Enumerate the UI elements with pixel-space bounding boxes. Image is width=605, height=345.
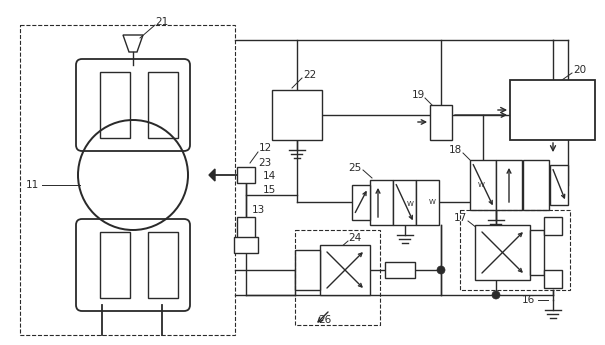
Circle shape [492, 291, 500, 299]
Bar [100, 232, 130, 298]
Bar [237, 167, 255, 183]
Bar [460, 210, 570, 290]
Bar [544, 217, 562, 235]
Text: 24: 24 [348, 233, 362, 243]
Bar [510, 80, 595, 140]
Bar [237, 217, 255, 239]
Bar [320, 245, 370, 295]
Text: W: W [477, 182, 485, 188]
Bar [550, 165, 568, 205]
Bar [430, 105, 452, 140]
Text: 12: 12 [258, 143, 272, 153]
Text: 23: 23 [258, 158, 272, 168]
Text: 22: 22 [303, 70, 316, 80]
Bar [20, 25, 235, 335]
Bar [295, 250, 320, 290]
Text: 16: 16 [522, 295, 535, 305]
Bar [475, 225, 530, 280]
Bar [234, 237, 258, 253]
Bar [295, 230, 380, 325]
Text: W: W [428, 199, 436, 205]
Bar [393, 180, 416, 225]
Bar [544, 270, 562, 288]
Bar [416, 180, 439, 225]
Text: 18: 18 [448, 145, 462, 155]
Text: 14: 14 [263, 171, 276, 181]
Text: 13: 13 [251, 205, 264, 215]
Bar [523, 160, 549, 210]
Text: 20: 20 [574, 65, 587, 75]
Bar [352, 185, 370, 220]
Polygon shape [209, 169, 215, 181]
Text: 21: 21 [155, 17, 169, 27]
Text: 11: 11 [25, 180, 39, 190]
Bar [370, 180, 393, 225]
Text: 15: 15 [263, 185, 276, 195]
Text: 25: 25 [348, 163, 362, 173]
Bar [385, 262, 415, 278]
Bar [530, 230, 544, 275]
Text: W: W [407, 201, 413, 207]
Text: 26: 26 [318, 315, 332, 325]
Text: 17: 17 [453, 213, 466, 223]
Bar [470, 160, 496, 210]
Bar [148, 72, 178, 138]
Bar [272, 90, 322, 140]
Bar [496, 160, 522, 210]
Bar [100, 72, 130, 138]
Bar [148, 232, 178, 298]
Text: 19: 19 [411, 90, 425, 100]
Circle shape [437, 266, 445, 274]
